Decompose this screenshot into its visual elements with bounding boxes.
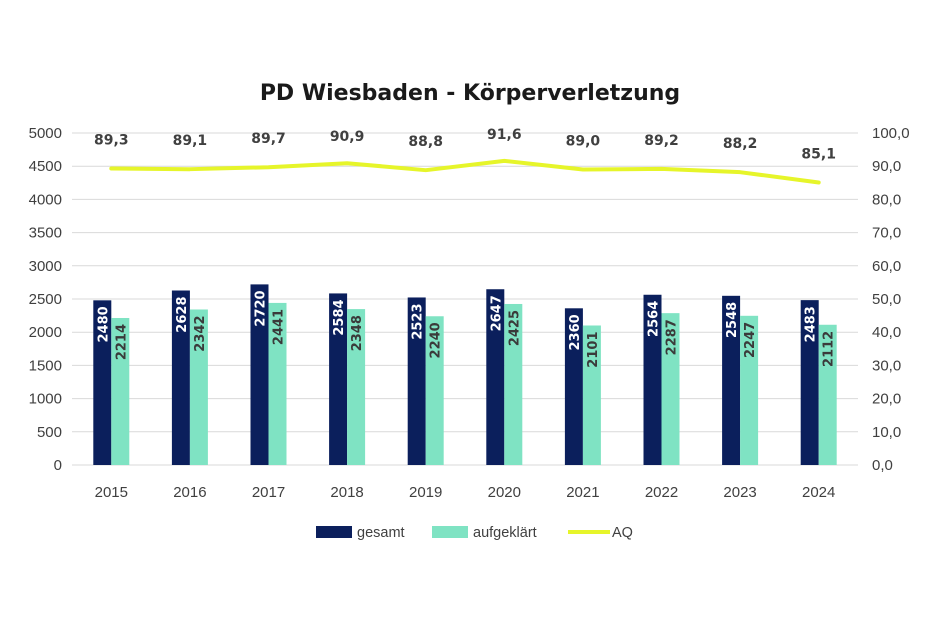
aq-data-label: 89,3 (94, 133, 129, 149)
bar-label-aufgeklaert: 2101 (586, 331, 601, 367)
legend-label-aufgeklaert: aufgeklärt (473, 525, 537, 541)
bar-gesamt (407, 297, 426, 465)
legend-label-aq: AQ (612, 525, 633, 541)
x-tick-label: 2022 (645, 484, 678, 501)
x-tick-label: 2020 (488, 484, 521, 501)
y-tick-label: 2000 (29, 324, 62, 341)
y2-tick-label: 50,0 (872, 291, 901, 308)
y2-tick-label: 40,0 (872, 324, 901, 341)
bar-aufgeklaert (268, 302, 287, 465)
legend-swatch-aufgeklaert (432, 526, 468, 538)
x-tick-label: 2016 (173, 484, 206, 501)
bar-label-aufgeklaert: 2112 (822, 331, 837, 367)
y2-tick-label: 70,0 (872, 225, 901, 242)
bar-aufgeklaert (347, 309, 366, 465)
bar-gesamt (329, 293, 348, 465)
bar-gesamt (643, 294, 662, 465)
y-tick-label: 2500 (29, 291, 62, 308)
y2-tick-label: 90,0 (872, 158, 901, 175)
bar-aufgeklaert (818, 324, 837, 465)
x-tick-label: 2024 (802, 484, 835, 501)
aq-data-label: 91,6 (487, 127, 522, 143)
y2-tick-label: 60,0 (872, 258, 901, 275)
y2-tick-label: 20,0 (872, 391, 901, 408)
y-tick-label: 3500 (29, 225, 62, 242)
legend: gesamt aufgeklärt AQ (316, 525, 633, 541)
x-tick-label: 2021 (566, 484, 599, 501)
aq-data-label: 89,1 (173, 133, 208, 149)
x-tick-label: 2017 (252, 484, 285, 501)
bar-label-gesamt: 2720 (254, 290, 269, 326)
bar-label-aufgeklaert: 2425 (507, 310, 522, 346)
x-tick-label: 2018 (330, 484, 363, 501)
aq-data-label: 88,8 (408, 134, 443, 150)
bars (93, 284, 837, 465)
y-tick-label: 4500 (29, 158, 62, 175)
bar-aufgeklaert (661, 313, 680, 465)
bar-gesamt (564, 308, 583, 465)
y2-tick-label: 80,0 (872, 191, 901, 208)
bar-label-gesamt: 2523 (411, 303, 426, 339)
x-tick-label: 2019 (409, 484, 442, 501)
aq-data-label: 88,2 (723, 136, 758, 152)
legend-swatch-gesamt (316, 526, 352, 538)
bar-gesamt (250, 284, 269, 465)
aq-data-label: 89,7 (251, 131, 286, 147)
y-axis-left: 0 500 1000 1500 2000 2500 3000 3500 4000 4500 5000 (29, 125, 62, 474)
y2-tick-label: 30,0 (872, 357, 901, 374)
bar-label-gesamt: 2480 (96, 306, 111, 342)
x-axis: 2015 2016 2017 2018 2019 2020 2021 2022 2023 2024 (95, 484, 836, 501)
bar-aufgeklaert (504, 303, 523, 465)
bar-label-aufgeklaert: 2214 (114, 324, 129, 360)
chart-title: PD Wiesbaden - Körperverletzung (260, 81, 680, 106)
bar-aufgeklaert (189, 309, 208, 465)
bar-label-aufgeklaert: 2240 (429, 322, 444, 358)
x-tick-label: 2015 (95, 484, 128, 501)
aq-data-label: 89,0 (566, 134, 601, 150)
bar-label-gesamt: 2483 (804, 306, 819, 342)
bar-gesamt (171, 290, 190, 465)
bar-label-aufgeklaert: 2287 (665, 319, 680, 355)
bar-label-gesamt: 2360 (568, 314, 583, 350)
bar-gesamt (800, 300, 819, 465)
y-tick-label: 0 (54, 457, 62, 474)
y-tick-label: 5000 (29, 125, 62, 142)
bar-aufgeklaert (740, 315, 759, 465)
bar-aufgeklaert (111, 317, 130, 465)
bar-label-gesamt: 2628 (175, 297, 190, 333)
y-tick-label: 4000 (29, 191, 62, 208)
y2-tick-label: 10,0 (872, 424, 901, 441)
x-tick-label: 2023 (723, 484, 756, 501)
bar-gesamt (722, 295, 741, 465)
bar-aufgeklaert (425, 316, 444, 465)
bar-label-aufgeklaert: 2348 (350, 315, 365, 351)
bar-label-aufgeklaert: 2441 (272, 309, 287, 345)
bar-label-gesamt: 2548 (725, 302, 740, 338)
y-axis-right: 0,0 10,0 20,0 30,0 40,0 50,0 60,0 70,0 80,0 90,0 1… (872, 125, 910, 474)
aq-data-label: 90,9 (330, 129, 365, 145)
aq-line-group (109, 158, 821, 185)
bar-label-gesamt: 2647 (489, 295, 504, 331)
y2-tick-label: 0,0 (872, 457, 893, 474)
legend-label-gesamt: gesamt (357, 525, 405, 541)
y-tick-label: 1500 (29, 357, 62, 374)
aq-data-label: 89,2 (644, 133, 679, 149)
bar-label-aufgeklaert: 2342 (193, 315, 208, 351)
bar-label-gesamt: 2564 (647, 301, 662, 337)
aq-labels: 89,3 89,1 89,7 90,9 88,8 91,6 89,0 89,2 88,2 85,1 (94, 127, 836, 163)
y-tick-label: 500 (37, 424, 62, 441)
y-tick-label: 3000 (29, 258, 62, 275)
bar-gesamt (486, 289, 505, 465)
aq-line (109, 158, 821, 185)
y2-tick-label: 100,0 (872, 125, 910, 142)
bar-gesamt (93, 300, 112, 465)
bar-label-aufgeklaert: 2247 (743, 322, 758, 358)
aq-data-label: 85,1 (801, 146, 836, 162)
y-tick-label: 1000 (29, 391, 62, 408)
bar-aufgeklaert (582, 325, 601, 465)
bar-label-gesamt: 2584 (332, 299, 347, 335)
